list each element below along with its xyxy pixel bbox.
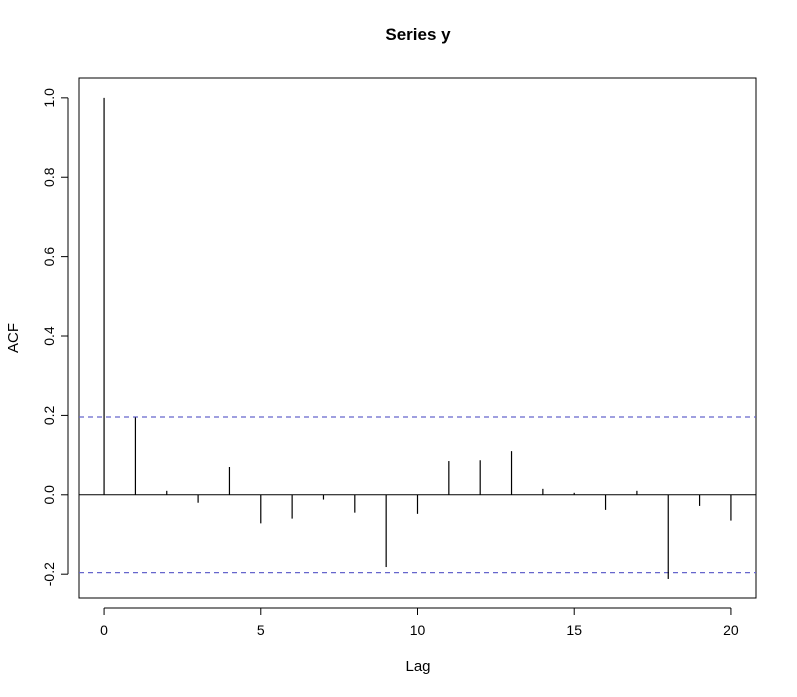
x-tick-label: 10 <box>410 622 426 638</box>
y-tick-label: 0.6 <box>41 247 57 267</box>
y-tick-label: 0.2 <box>41 405 57 425</box>
y-tick-label: -0.2 <box>41 562 57 586</box>
y-tick-label: 1.0 <box>41 88 57 108</box>
y-tick-label: 0.4 <box>41 326 57 346</box>
x-axis-label: Lag <box>405 658 430 675</box>
plot-frame <box>78 77 757 599</box>
x-tick-label: 20 <box>723 622 739 638</box>
y-axis-label: ACF <box>5 323 22 353</box>
x-tick-label: 5 <box>257 622 265 638</box>
x-tick-label: 15 <box>566 622 582 638</box>
y-tick-label: 0.0 <box>41 485 57 505</box>
x-tick-label: 0 <box>100 622 108 638</box>
plot-area: 0 5 10 15 20 -0.2 0.0 0.2 0.4 0.6 0.8 1.0 <box>41 77 757 638</box>
chart-title: Series y <box>385 25 451 44</box>
y-tick-label: 0.8 <box>41 167 57 187</box>
